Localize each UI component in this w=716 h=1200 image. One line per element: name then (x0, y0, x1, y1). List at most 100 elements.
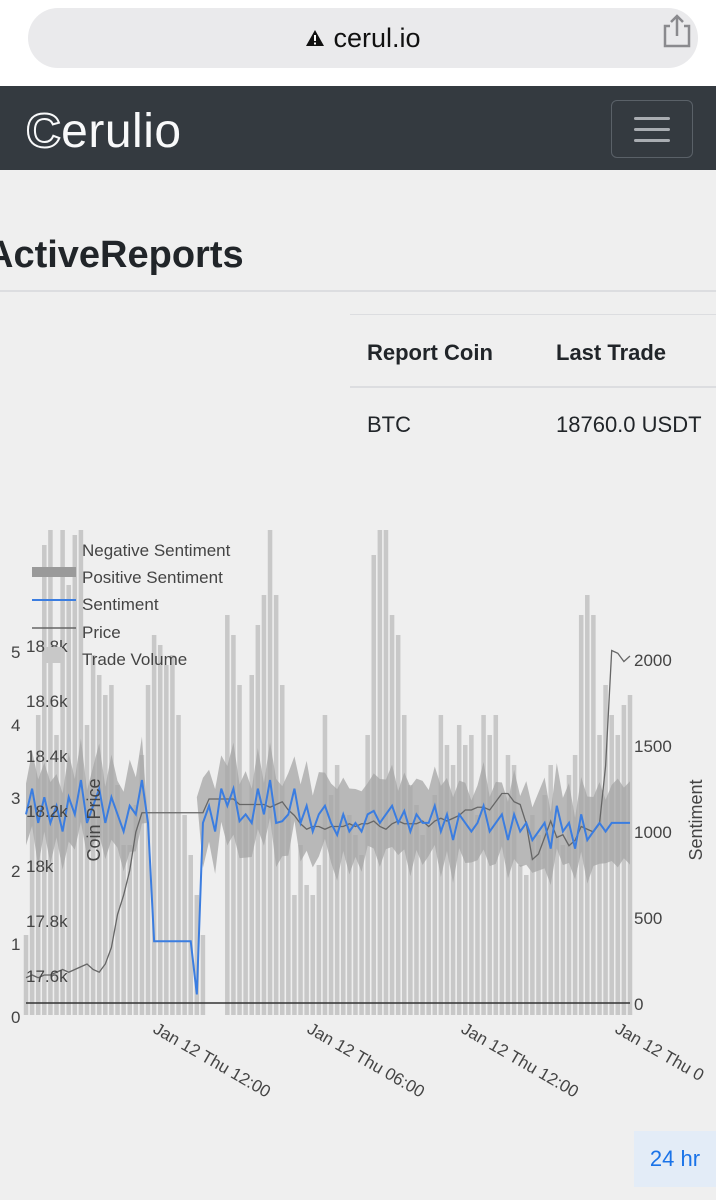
menu-toggle-button[interactable] (611, 100, 693, 158)
price-axis-tick: 18.2k (26, 802, 68, 821)
volume-bar (414, 805, 419, 1015)
volume-bar (353, 835, 358, 1015)
volume-bar (72, 535, 78, 1015)
volume-bar (524, 875, 529, 1015)
volume-bar (340, 815, 346, 1015)
volume-bar (566, 775, 572, 1015)
brand-logo[interactable]: Cerulio (25, 104, 182, 159)
hamburger-icon-bar (634, 128, 670, 131)
volume-bar (572, 755, 578, 1015)
left-axis-tick: 2 (11, 862, 20, 881)
x-axis-tick: Jan 12 Thu 12:00 (458, 1019, 582, 1101)
volume-bar (560, 845, 566, 1015)
price-axis-tick: 17.8k (26, 912, 68, 931)
volume-bar (359, 855, 364, 1015)
divider (0, 290, 716, 292)
volume-bar (426, 825, 431, 1015)
sentiment-band (26, 736, 630, 886)
volume-bar (554, 835, 560, 1015)
share-icon[interactable] (662, 14, 692, 48)
left-axis-tick: 3 (11, 789, 20, 808)
volume-bar (365, 735, 370, 1015)
navbar (0, 86, 716, 170)
volume-bar (377, 530, 383, 1015)
volume-bar (151, 635, 157, 1015)
volume-bar (481, 715, 486, 1015)
right-axis-tick: 1500 (634, 737, 672, 756)
hamburger-icon-bar (634, 139, 670, 142)
volume-bar (109, 685, 114, 1015)
volume-bar (157, 645, 163, 1015)
table-cell-last-trade: 18760.0 USDT (556, 412, 702, 437)
volume-bar (170, 655, 175, 1015)
legend-label: Negative Sentiment (82, 541, 231, 560)
right-axis-tick: 500 (634, 909, 662, 928)
right-axis-tick: 1000 (634, 823, 672, 842)
table-top-border (350, 314, 716, 315)
price-line (25, 649, 631, 979)
volume-bar (408, 785, 413, 1015)
volume-bar (54, 735, 59, 1015)
legend-label: Trade Volume (82, 650, 187, 669)
volume-bar (450, 765, 456, 1015)
legend-label: Price (82, 623, 121, 642)
right-axis-tick: 0 (634, 995, 643, 1014)
volume-bar (499, 795, 505, 1015)
price-axis-tick: 18.6k (26, 692, 68, 711)
range-24hr-button[interactable]: 24 hr (634, 1131, 716, 1187)
left-axis-tick: 4 (11, 716, 20, 735)
volume-bar (347, 815, 352, 1015)
address-bar[interactable]: cerul.io (28, 8, 698, 68)
volume-bar (469, 735, 474, 1015)
price-axis-tick: 17.6k (26, 967, 68, 986)
hamburger-icon (634, 117, 670, 120)
price-axis-tick: 18k (26, 857, 54, 876)
volume-bar (463, 745, 468, 1015)
volume-bar (444, 745, 450, 1015)
volume-bar (292, 895, 297, 1015)
volume-bar (548, 765, 553, 1015)
volume-bar (298, 845, 303, 1015)
volume-bar (530, 815, 535, 1015)
sentiment-price-chart[interactable]: 01234517.6k17.8k18k18.2k18.4k18.6k18.8kC… (0, 530, 716, 1120)
table-header-report-coin: Report Coin (367, 340, 493, 365)
volume-bar (84, 725, 90, 1015)
volume-bar (316, 865, 322, 1015)
table-header-last-trade: Last Trade (556, 340, 667, 365)
volume-bar (115, 785, 120, 1015)
volume-bar (493, 715, 499, 1015)
volume-bar (133, 805, 139, 1015)
volume-bar (517, 865, 523, 1015)
volume-bar (475, 815, 480, 1015)
volume-bar (536, 835, 541, 1015)
volume-bar (615, 735, 621, 1015)
volume-bar (29, 795, 35, 1015)
table-cell-coin: BTC (367, 412, 411, 437)
volume-bar (194, 895, 200, 1015)
volume-bar (48, 530, 53, 1015)
volume-bar (542, 795, 547, 1015)
right-axis-label: Sentiment (686, 779, 706, 860)
url-text: cerul.io (333, 22, 421, 53)
volume-bar (505, 755, 511, 1015)
volume-bar (200, 935, 206, 1015)
volume-bar (334, 765, 340, 1015)
legend-label: Positive Sentiment (82, 568, 223, 587)
volume-bar (164, 665, 169, 1015)
sentiment-line (25, 779, 630, 995)
volume-bar (420, 835, 425, 1015)
volume-bar (310, 895, 316, 1015)
x-axis-tick: Jan 12 Thu 12:00 (150, 1019, 274, 1101)
volume-bar (511, 765, 517, 1015)
volume-bar (188, 855, 193, 1015)
volume-bar (487, 735, 492, 1015)
price-axis-tick: 18.4k (26, 747, 68, 766)
volume-bar (23, 935, 29, 1015)
legend-swatch-volume (46, 647, 62, 663)
right-axis-tick: 2000 (634, 651, 672, 670)
warning-icon (306, 30, 325, 46)
price-axis-label: Coin Price (84, 778, 104, 861)
volume-bar (322, 715, 328, 1015)
volume-bar (139, 755, 145, 1015)
volume-bar (304, 885, 309, 1015)
